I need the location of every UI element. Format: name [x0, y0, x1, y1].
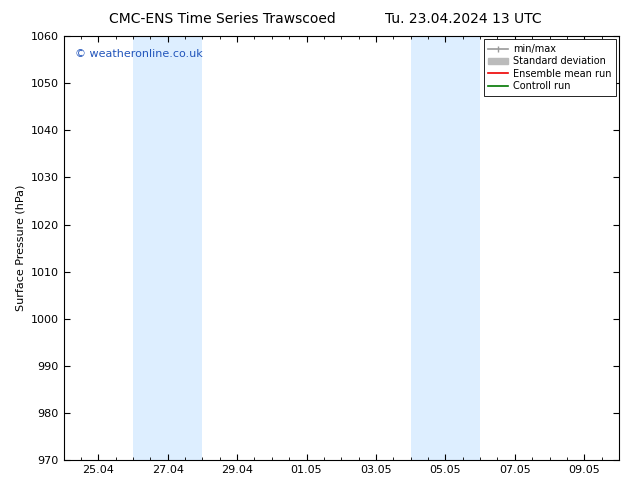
Legend: min/max, Standard deviation, Ensemble mean run, Controll run: min/max, Standard deviation, Ensemble me…: [484, 39, 616, 96]
Bar: [133, 36, 202, 460]
Y-axis label: Surface Pressure (hPa): Surface Pressure (hPa): [15, 185, 25, 311]
Bar: [411, 36, 480, 460]
Text: CMC-ENS Time Series Trawscoed: CMC-ENS Time Series Trawscoed: [108, 12, 335, 26]
Text: © weatheronline.co.uk: © weatheronline.co.uk: [75, 49, 202, 59]
Text: Tu. 23.04.2024 13 UTC: Tu. 23.04.2024 13 UTC: [384, 12, 541, 26]
